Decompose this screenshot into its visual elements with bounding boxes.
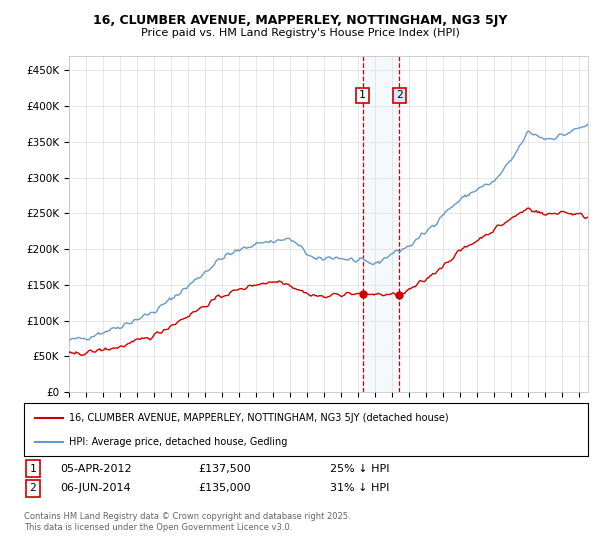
Text: £137,500: £137,500: [198, 464, 251, 474]
Text: 1: 1: [29, 464, 37, 474]
Text: 31% ↓ HPI: 31% ↓ HPI: [330, 483, 389, 493]
Text: 2: 2: [396, 90, 403, 100]
Text: 06-JUN-2014: 06-JUN-2014: [60, 483, 131, 493]
Text: Contains HM Land Registry data © Crown copyright and database right 2025.
This d: Contains HM Land Registry data © Crown c…: [24, 512, 350, 532]
Text: 16, CLUMBER AVENUE, MAPPERLEY, NOTTINGHAM, NG3 5JY: 16, CLUMBER AVENUE, MAPPERLEY, NOTTINGHA…: [93, 14, 507, 27]
Bar: [362, 56, 400, 392]
Text: HPI: Average price, detached house, Gedling: HPI: Average price, detached house, Gedl…: [69, 436, 287, 446]
Text: Price paid vs. HM Land Registry's House Price Index (HPI): Price paid vs. HM Land Registry's House …: [140, 28, 460, 38]
Text: £135,000: £135,000: [198, 483, 251, 493]
Text: 2: 2: [29, 483, 37, 493]
Text: 1: 1: [359, 90, 366, 100]
Text: 16, CLUMBER AVENUE, MAPPERLEY, NOTTINGHAM, NG3 5JY (detached house): 16, CLUMBER AVENUE, MAPPERLEY, NOTTINGHA…: [69, 413, 449, 423]
Text: 05-APR-2012: 05-APR-2012: [60, 464, 131, 474]
Text: 25% ↓ HPI: 25% ↓ HPI: [330, 464, 389, 474]
